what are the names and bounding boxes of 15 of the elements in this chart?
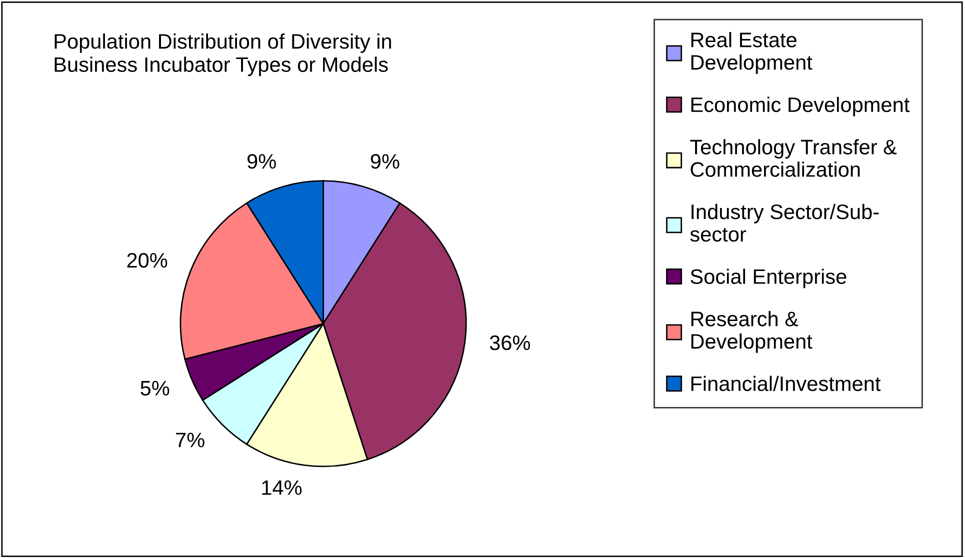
data-label: 7% xyxy=(176,432,204,448)
legend-label: Financial/Investment xyxy=(691,376,881,392)
legend-label: Real Estate Development xyxy=(691,32,812,74)
data-label: 36% xyxy=(490,335,530,350)
legend-label: Research & Development xyxy=(691,311,812,353)
legend-label: Economic Development xyxy=(691,96,910,116)
text: Population Distribution of Diversity in Business Incubator Types or Models xyxy=(54,33,391,76)
data-label: 20% xyxy=(127,252,168,268)
legend-label: Social Enterprise xyxy=(690,268,846,288)
legend-label: Industry Sector/Sub- sector xyxy=(690,204,879,242)
data-label: 9% xyxy=(370,154,400,169)
legend-label: Technology Transfer & Commercialization xyxy=(690,139,897,177)
data-label: 5% xyxy=(140,380,170,396)
data-label: 9% xyxy=(248,154,276,169)
data-label: 14% xyxy=(262,480,302,495)
